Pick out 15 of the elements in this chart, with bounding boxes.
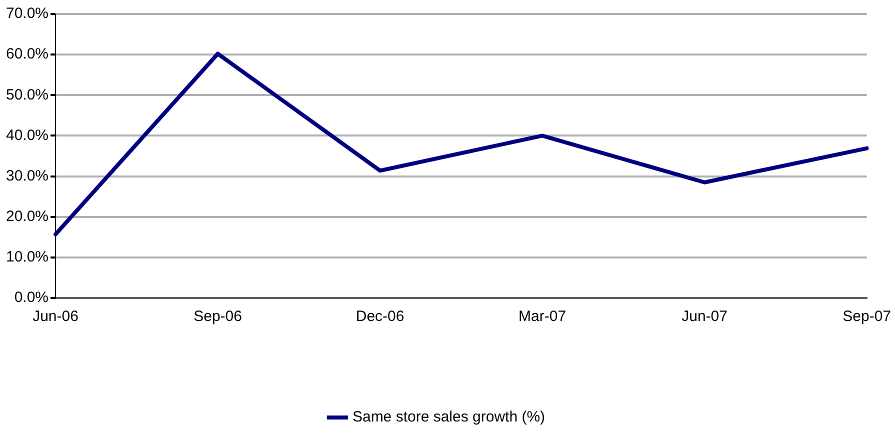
x-tick-label: Sep-06 xyxy=(194,308,242,326)
legend-label: Same store sales growth (%) xyxy=(352,408,546,426)
x-tick-label: Sep-07 xyxy=(842,308,892,326)
y-tick-label: 70.0% xyxy=(6,5,49,22)
y-tick-label: 60.0% xyxy=(6,46,49,63)
y-tick-label: 50.0% xyxy=(6,86,49,104)
x-tick-label: Dec-06 xyxy=(356,308,404,326)
y-tick-label: 30.0% xyxy=(6,167,49,184)
y-tick-label: 10.0% xyxy=(6,248,49,266)
y-tick-label: 0.0% xyxy=(14,289,49,306)
y-tick-label: 20.0% xyxy=(6,208,49,225)
x-tick-label: Jun-07 xyxy=(682,308,728,326)
y-tick-label: 40.0% xyxy=(6,126,49,144)
x-tick-label: Jun-06 xyxy=(32,308,78,326)
x-tick-label: Mar-07 xyxy=(518,308,566,326)
